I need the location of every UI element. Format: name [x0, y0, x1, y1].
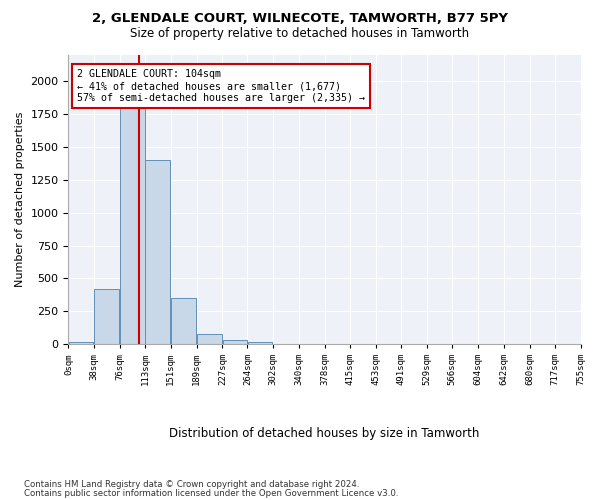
Text: Contains HM Land Registry data © Crown copyright and database right 2024.: Contains HM Land Registry data © Crown c… — [24, 480, 359, 489]
Text: 2, GLENDALE COURT, WILNECOTE, TAMWORTH, B77 5PY: 2, GLENDALE COURT, WILNECOTE, TAMWORTH, … — [92, 12, 508, 26]
Text: 2 GLENDALE COURT: 104sqm
← 41% of detached houses are smaller (1,677)
57% of sem: 2 GLENDALE COURT: 104sqm ← 41% of detach… — [77, 70, 365, 102]
Text: Contains public sector information licensed under the Open Government Licence v3: Contains public sector information licen… — [24, 488, 398, 498]
Bar — [171, 298, 196, 344]
Bar — [248, 342, 272, 344]
Bar — [223, 340, 247, 344]
Bar — [197, 334, 221, 344]
Bar — [94, 289, 119, 344]
Y-axis label: Number of detached properties: Number of detached properties — [15, 112, 25, 287]
Bar — [120, 108, 145, 344]
Text: Size of property relative to detached houses in Tamworth: Size of property relative to detached ho… — [130, 28, 470, 40]
Bar — [68, 342, 94, 344]
Bar — [145, 160, 170, 344]
X-axis label: Distribution of detached houses by size in Tamworth: Distribution of detached houses by size … — [169, 427, 479, 440]
